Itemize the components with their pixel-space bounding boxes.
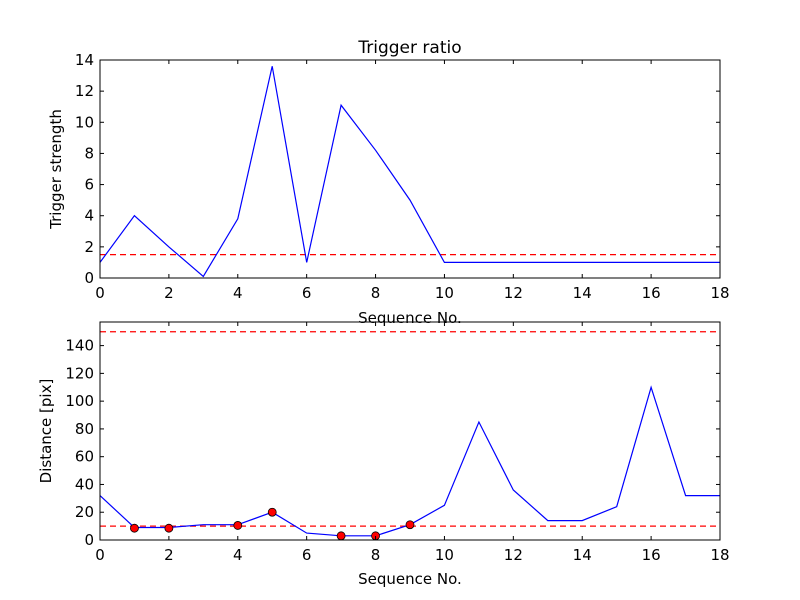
- distance-axes-frame: [99, 321, 721, 541]
- distance-y-axis-label: Distance [pix]: [37, 379, 55, 484]
- x-tick-label: 4: [233, 284, 243, 302]
- y-tick-label: 60: [75, 448, 94, 466]
- y-tick-label: 10: [75, 113, 94, 131]
- y-tick-label: 20: [75, 503, 94, 521]
- trigger-ratio-plot: 0 2 4 6 8 10 12 14 16 18 0 2 4 6 8 10 12 14 Trigger ratio…: [47, 38, 730, 327]
- x-tick-label: 18: [710, 284, 729, 302]
- x-tick-label: 14: [573, 546, 592, 564]
- x-tick-label: 10: [435, 284, 454, 302]
- x-tick-label: 12: [504, 284, 523, 302]
- trigger-ratio-x-axis-label: Sequence No.: [358, 309, 462, 327]
- y-tick-label: 80: [75, 420, 94, 438]
- y-tick-label: 100: [65, 392, 94, 410]
- x-tick-label: 10: [435, 546, 454, 564]
- distance-ticks: 0 2 4 6 8 10 12 14 16 18 0 20 40 60 80 100 120 140: [65, 322, 730, 564]
- data-point-marker: [267, 507, 277, 517]
- trigger-ratio-y-axis-label: Trigger strength: [47, 109, 65, 230]
- x-tick-label: 18: [710, 546, 729, 564]
- x-tick-label: 8: [371, 546, 381, 564]
- x-tick-label: 14: [573, 284, 592, 302]
- distance-x-axis-label: Sequence No.: [358, 570, 462, 588]
- x-tick-label: 2: [164, 284, 174, 302]
- x-tick-label: 0: [95, 284, 105, 302]
- x-tick-label: 2: [164, 546, 174, 564]
- y-tick-label: 14: [75, 51, 94, 69]
- x-tick-label: 8: [371, 284, 381, 302]
- y-tick-label: 4: [84, 207, 94, 225]
- y-tick-label: 0: [84, 269, 94, 287]
- trigger-ratio-ticks: 0 2 4 6 8 10 12 14 16 18 0 2 4 6 8 10 12 14: [75, 51, 730, 302]
- y-tick-label: 6: [84, 176, 94, 194]
- data-point-marker: [405, 520, 415, 530]
- y-tick-label: 2: [84, 238, 94, 256]
- x-tick-label: 12: [504, 546, 523, 564]
- chart-title: Trigger ratio: [357, 38, 461, 58]
- y-tick-label: 12: [75, 82, 94, 100]
- x-tick-label: 4: [233, 546, 243, 564]
- data-point-marker: [130, 523, 139, 533]
- trigger-ratio-axes-frame: [99, 59, 721, 279]
- y-tick-label: 0: [84, 531, 94, 549]
- y-tick-label: 120: [65, 364, 94, 382]
- y-tick-label: 40: [75, 475, 94, 493]
- x-tick-label: 6: [302, 284, 312, 302]
- x-tick-label: 16: [642, 284, 661, 302]
- data-point-marker: [233, 521, 243, 530]
- series-line-1: [99, 66, 720, 278]
- x-tick-label: 6: [302, 546, 312, 564]
- distance-marks: [99, 331, 720, 541]
- data-point-marker: [336, 531, 346, 541]
- x-tick-label: 0: [95, 546, 105, 564]
- y-tick-label: 8: [84, 144, 94, 162]
- trigger-ratio-marks: [99, 66, 720, 278]
- data-point-marker: [164, 523, 174, 533]
- distance-plot: 0 2 4 6 8 10 12 14 16 18 0 20 40 60 80 100 120 140 Sequen…: [37, 321, 730, 588]
- x-tick-label: 16: [642, 546, 661, 564]
- y-tick-label: 140: [65, 337, 94, 355]
